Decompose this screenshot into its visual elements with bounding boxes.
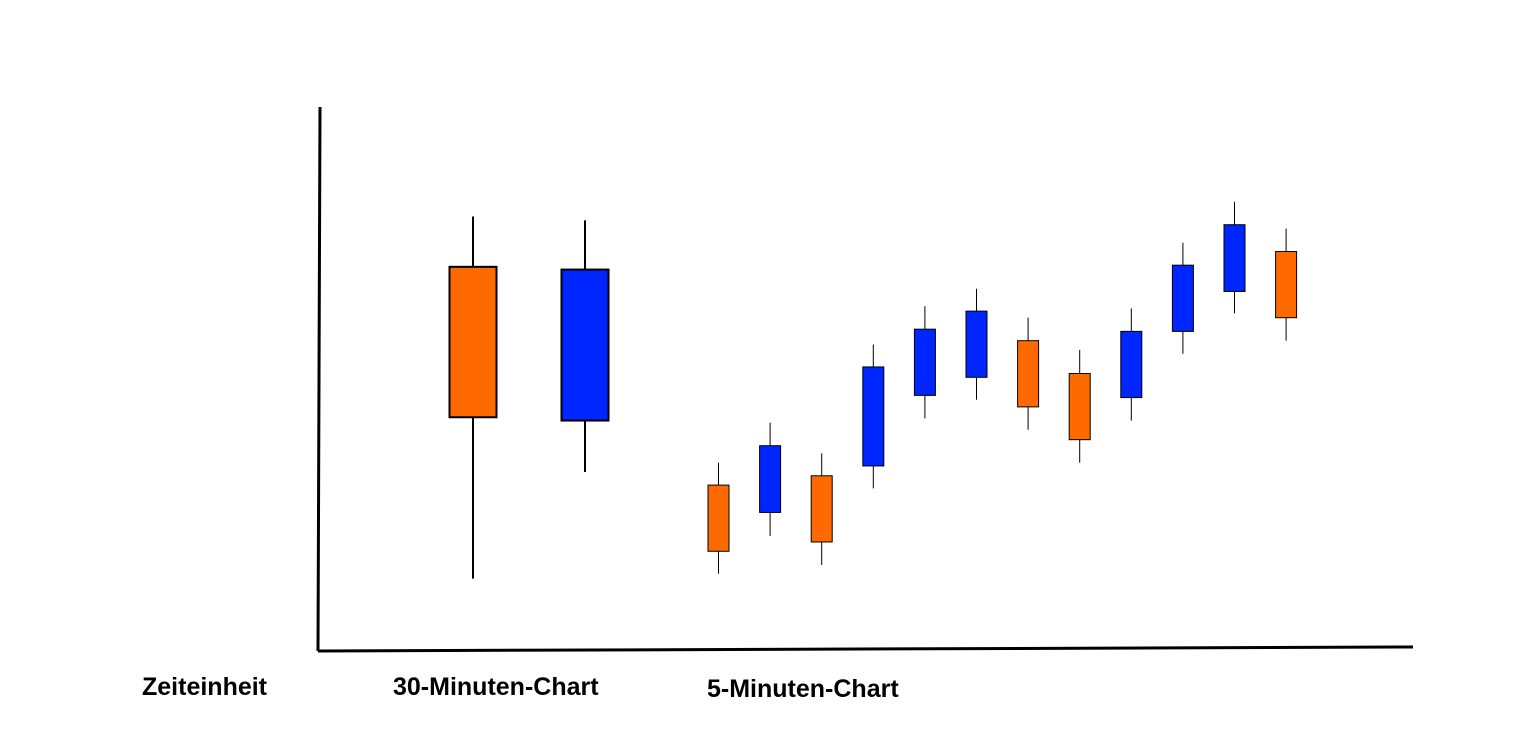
candle-body-bearish xyxy=(810,475,833,543)
candle-body-bearish xyxy=(448,265,498,419)
candle-body-bullish xyxy=(1120,330,1143,399)
time-unit-label: Zeiteinheit xyxy=(142,673,268,701)
x-axis-line xyxy=(317,645,1414,653)
candle-body-bullish xyxy=(1171,264,1194,332)
candle-body-bearish xyxy=(707,484,730,552)
candle-body-bullish xyxy=(913,328,936,396)
y-axis-line xyxy=(316,106,322,652)
5-minute-chart-label: 5-Minuten-Chart xyxy=(707,675,899,703)
candle-group-5min xyxy=(707,201,1298,574)
candle-body-bullish xyxy=(759,445,782,513)
candle-body-bullish xyxy=(965,310,988,378)
30-minute-chart-label: 30-Minuten-Chart xyxy=(393,673,599,701)
candle-body-bullish xyxy=(560,268,610,422)
candle-body-bearish xyxy=(1017,340,1040,408)
candle-body-bearish xyxy=(1068,373,1091,441)
candle-body-bullish xyxy=(1223,224,1246,292)
candle-group-30min xyxy=(448,216,610,579)
candle-body-bullish xyxy=(862,366,885,467)
candle-body-bearish xyxy=(1275,251,1298,319)
